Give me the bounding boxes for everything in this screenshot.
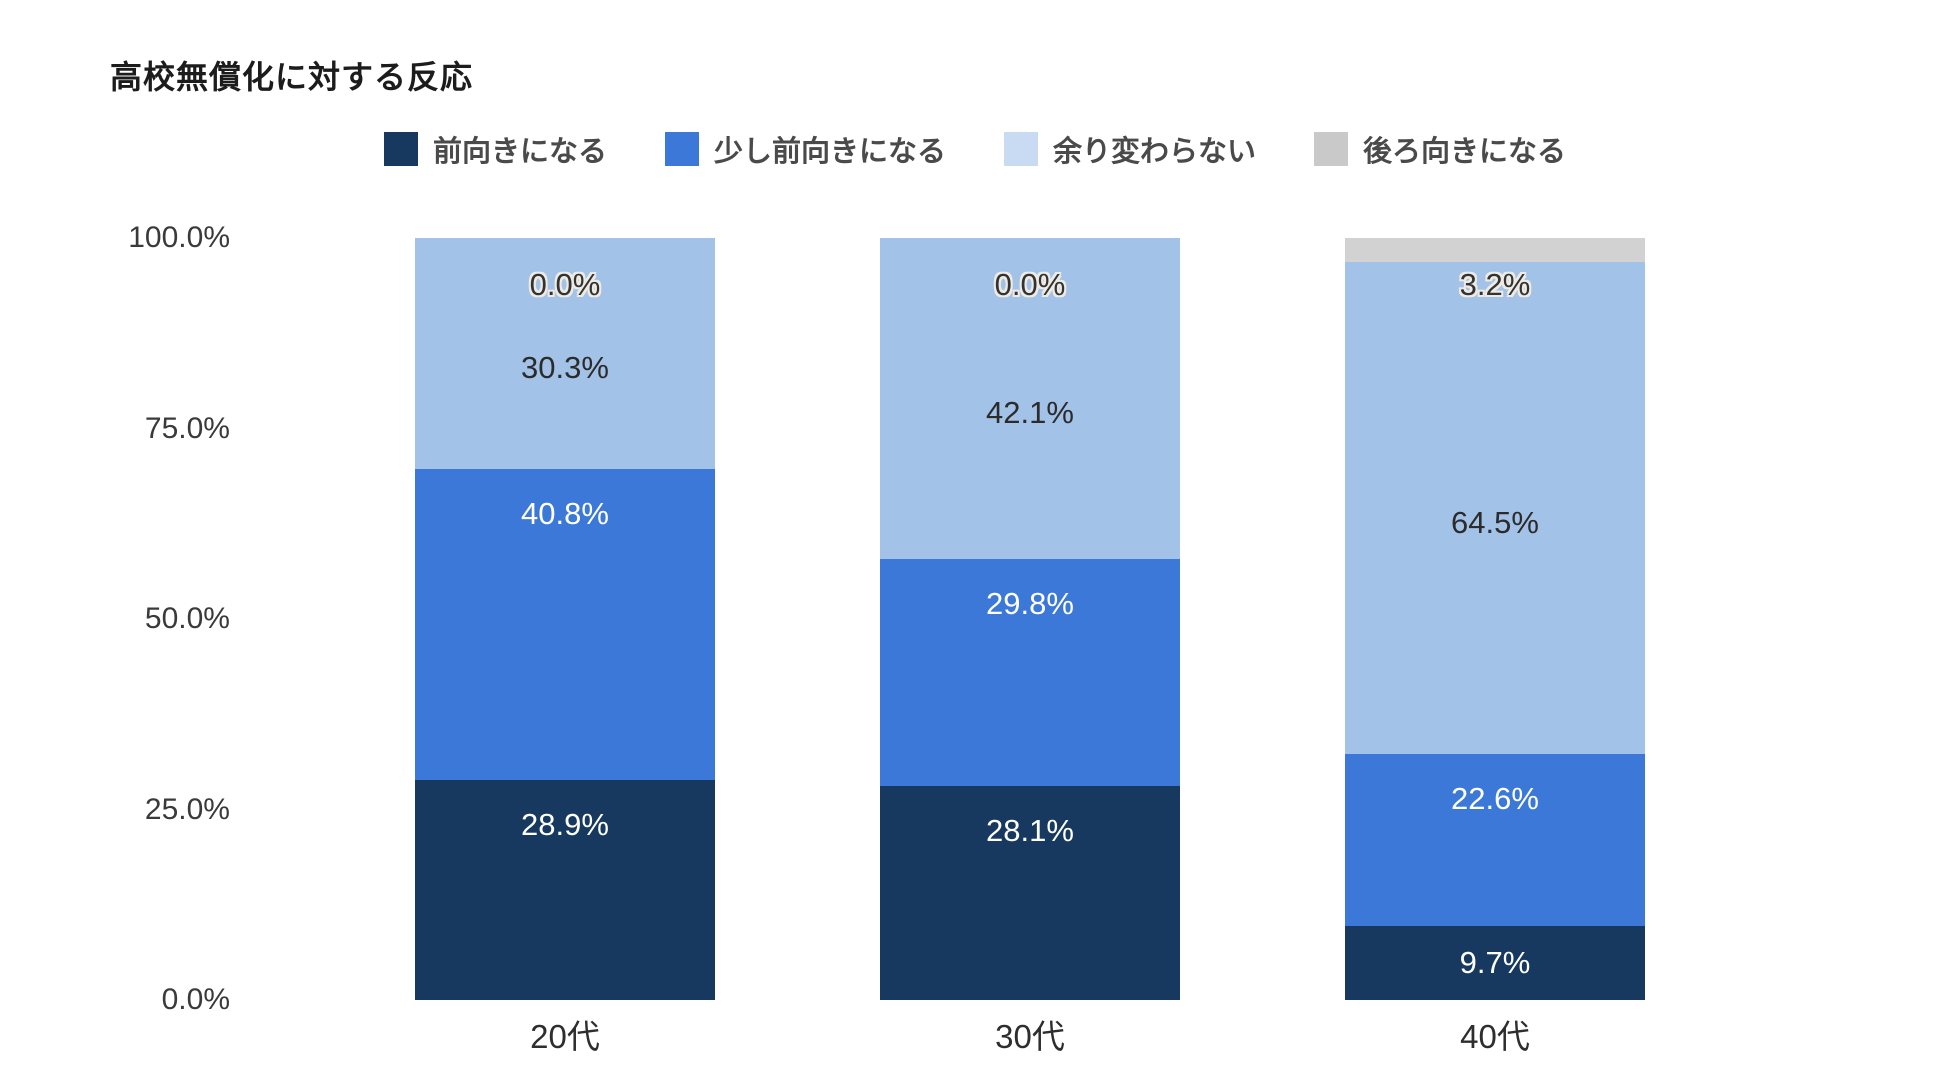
legend-swatch-icon (1004, 132, 1038, 166)
bar-value-label: 29.8% (986, 585, 1074, 621)
legend-swatch-icon (383, 132, 418, 166)
y-axis-tick-label: 50.0% (144, 602, 230, 635)
bar-segment-20代-余り変わらない[interactable] (415, 238, 715, 469)
legend-label: 余り変わらない (1053, 136, 1257, 168)
bar-segment-40代-余り変わらない[interactable] (1345, 262, 1645, 754)
bar-segment-30代-余り変わらない[interactable] (880, 238, 1180, 559)
chart-legend: 前向きになる 少し前向きになる 余り変わらない 後ろ向きになる (0, 128, 1950, 170)
y-axis-tick-label: 25.0% (144, 792, 230, 826)
legend-item-3[interactable]: 余り変わらない (1004, 128, 1256, 170)
legend-label: 前向きになる (432, 136, 607, 168)
legend-label: 後ろ向きになる (1363, 136, 1567, 168)
bar-segment-20代-前向きになる[interactable] (415, 779, 715, 1000)
y-axis-tick-label: 100.0% (128, 221, 230, 254)
legend-item-4[interactable]: 後ろ向きになる (1314, 128, 1566, 170)
bar-value-label: 3.2% (1459, 267, 1531, 302)
bar-value-label: 40.8% (521, 495, 609, 531)
bar-value-label: 9.7% (1459, 945, 1531, 981)
x-axis-label-40代: 40代 (1460, 1018, 1530, 1055)
bar-segment-30代-少し前向きになる[interactable] (880, 558, 1180, 786)
bar-value-label: 42.1% (986, 395, 1074, 431)
y-axis-tick-label: 75.0% (144, 411, 230, 445)
bar-value-label: 28.9% (521, 806, 609, 842)
bar-value-label: 22.6% (1451, 780, 1539, 816)
legend-item-1[interactable]: 前向きになる (383, 128, 607, 170)
bar-segment-40代-少し前向きになる[interactable] (1345, 753, 1645, 927)
legend-swatch-icon (1314, 132, 1349, 166)
chart-title: 高校無償化に対する反応 (110, 59, 474, 95)
bar-segment-40代-前向きになる[interactable] (1345, 926, 1645, 1000)
legend-swatch-icon (664, 132, 699, 166)
bar-value-label: 30.3% (521, 350, 609, 386)
legend-item-2[interactable]: 少し前向きになる (664, 128, 946, 170)
y-axis-tick-label: 0.0% (161, 983, 230, 1016)
x-axis-label-30代: 30代 (995, 1018, 1065, 1055)
bar-segment-40代-後ろ向きになる[interactable] (1345, 238, 1645, 263)
bar-value-label: 0.0% (994, 267, 1066, 302)
bar-value-label: 28.1% (986, 812, 1074, 848)
bar-value-label: 64.5% (1451, 505, 1539, 541)
bar-segment-20代-少し前向きになる[interactable] (415, 468, 715, 780)
x-axis-label-20代: 20代 (530, 1018, 600, 1055)
legend-label: 少し前向きになる (713, 136, 946, 168)
bar-segment-30代-前向きになる[interactable] (880, 785, 1180, 1000)
bar-value-label: 0.0% (529, 267, 601, 302)
